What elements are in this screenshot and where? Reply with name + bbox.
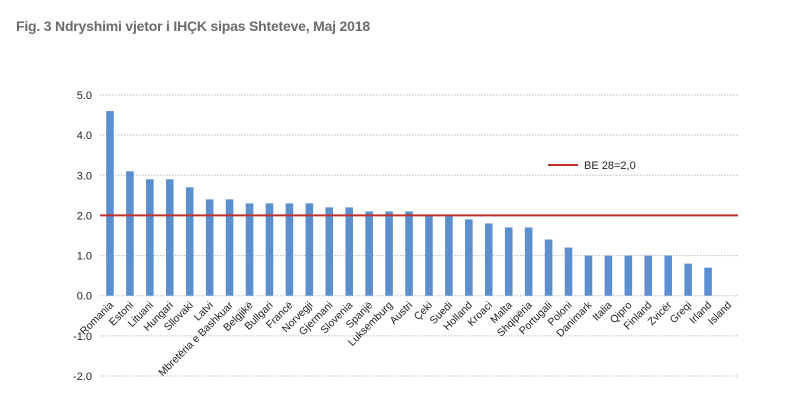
bar — [465, 219, 473, 296]
chart-title: Fig. 3 Ndryshimi vjetor i IHÇK sipas Sht… — [16, 18, 370, 34]
bar — [664, 255, 673, 296]
bar — [405, 211, 413, 296]
bars — [106, 111, 712, 296]
y-tick-label: 1.0 — [77, 251, 92, 263]
y-tick-label: 3.0 — [77, 170, 92, 182]
bar — [484, 223, 493, 296]
bar — [704, 267, 712, 296]
bar — [265, 203, 274, 296]
bar — [425, 215, 433, 296]
bar — [584, 255, 593, 296]
bar — [285, 203, 294, 296]
bar — [245, 203, 254, 296]
bar — [165, 179, 174, 296]
x-tick-label: Austri — [388, 299, 415, 326]
y-tick-label: 2.0 — [77, 210, 92, 222]
bar — [524, 227, 533, 296]
bar — [644, 255, 653, 296]
y-axis-ticks: -2.0 -1.0 0.0 1.0 2.0 3.0 4.0 5.0 — [73, 90, 92, 383]
bar — [205, 199, 214, 296]
bar — [684, 263, 692, 296]
bar — [604, 255, 613, 296]
bar — [365, 211, 373, 296]
y-tick-label: 0.0 — [77, 291, 92, 303]
y-tick-label: 4.0 — [77, 130, 92, 142]
bar — [325, 207, 334, 296]
bar — [345, 207, 354, 296]
bar — [225, 199, 234, 296]
y-tick-label: -2.0 — [73, 371, 92, 383]
x-axis-labels: RomaniaEstoniLituaniHungariSllovakiLatvi… — [78, 299, 734, 379]
bar — [504, 227, 513, 296]
bar — [445, 215, 453, 296]
legend: BE 28=2,0 — [548, 160, 636, 172]
bar — [544, 239, 553, 296]
legend-label: BE 28=2,0 — [584, 160, 636, 172]
bar — [385, 211, 393, 296]
bar — [146, 179, 154, 296]
bar — [305, 203, 314, 296]
x-tick-label: Island — [706, 299, 734, 327]
y-tick-label: -1.0 — [73, 331, 92, 343]
bar — [624, 255, 633, 296]
bar — [564, 247, 573, 296]
y-tick-label: 5.0 — [77, 90, 92, 102]
bar — [106, 111, 114, 296]
bar — [185, 187, 194, 296]
bar — [126, 171, 134, 296]
